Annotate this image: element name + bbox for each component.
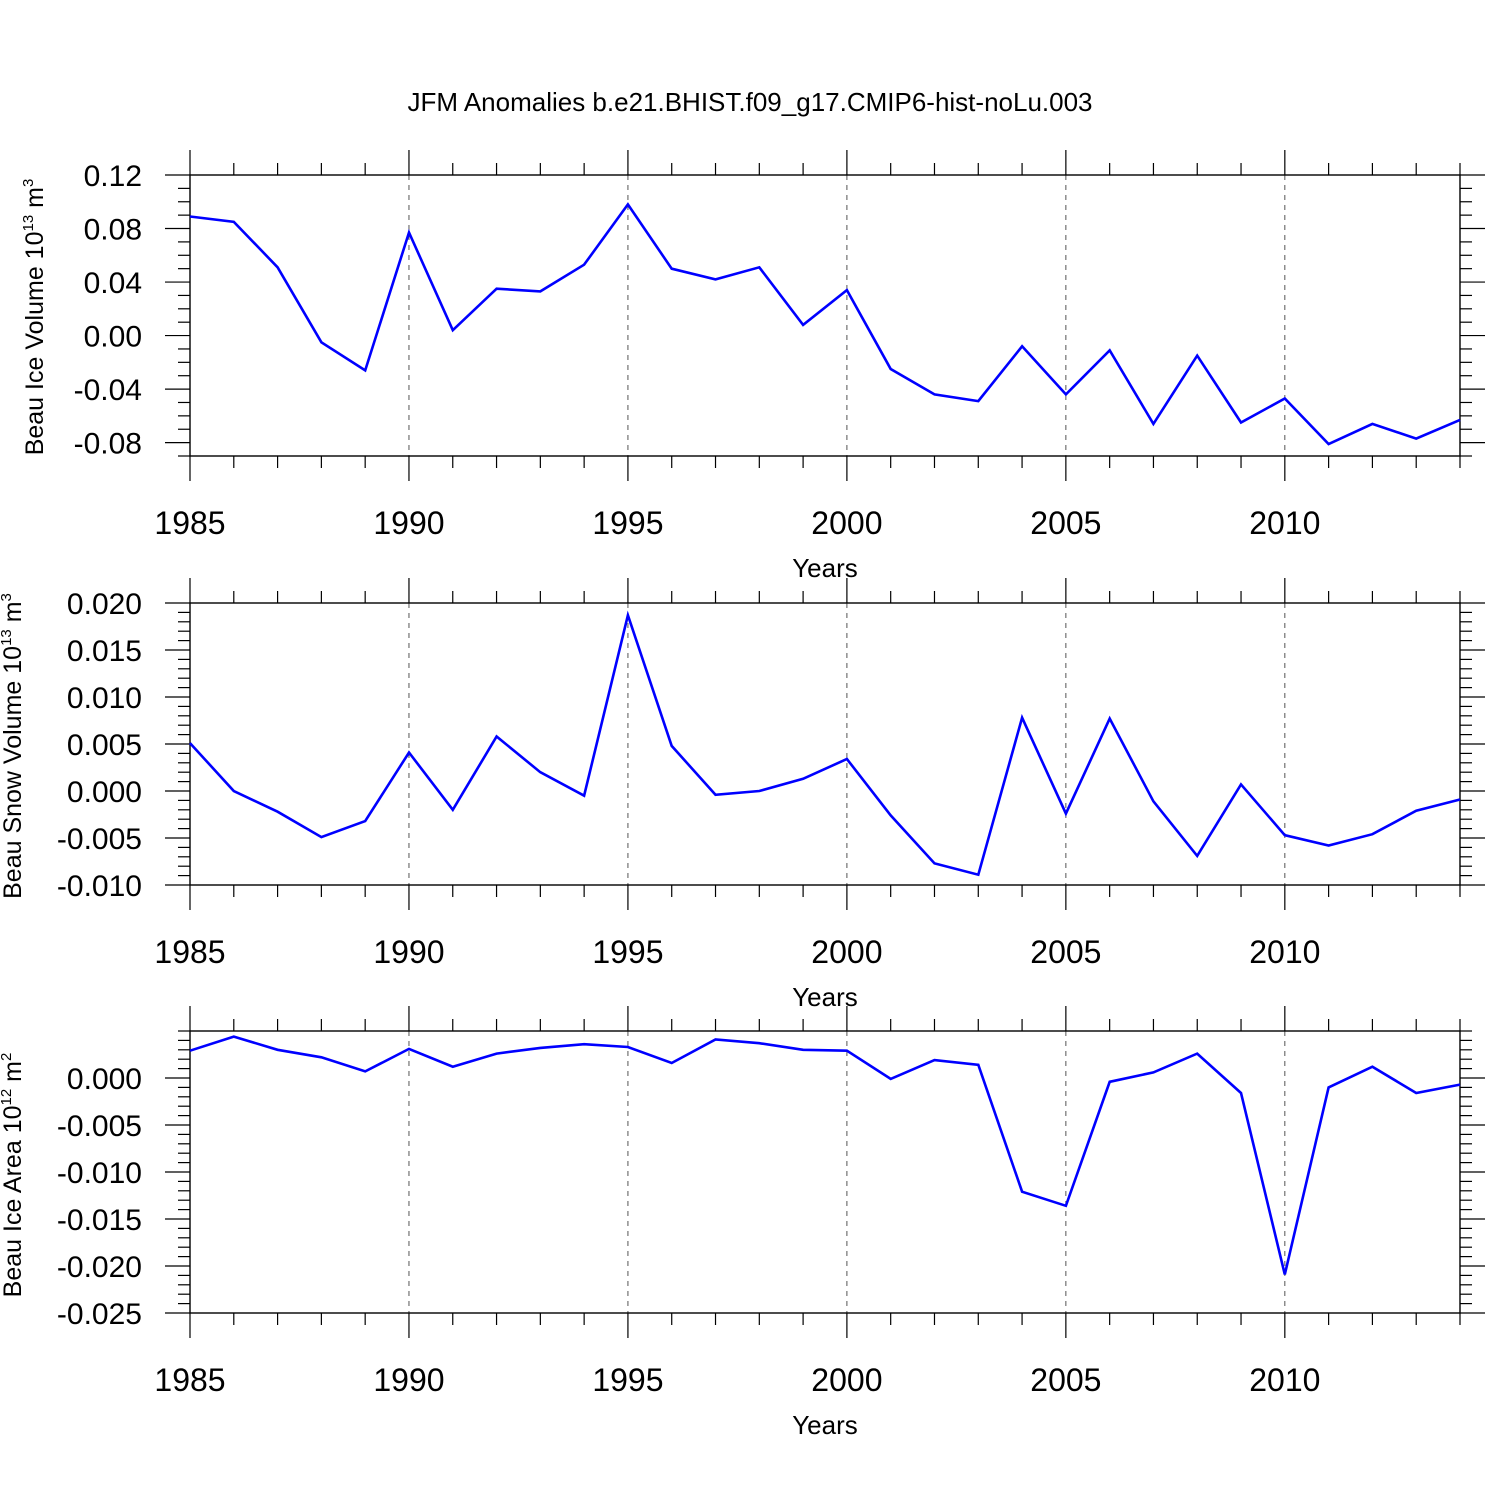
- ice-volume-panel: 0.12 0.08 0.04 0.00 -0.04 -0.08 1985 1990 1995 20…: [20, 150, 1485, 583]
- y-axis-label: Beau Ice Area 1012 m2: [0, 1053, 27, 1298]
- y-tick-label: -0.020: [57, 1251, 142, 1284]
- x-tick-label: 1990: [373, 1362, 444, 1398]
- x-tick-label: 2005: [1030, 1362, 1101, 1398]
- chart-title: JFM Anomalies b.e21.BHIST.f09_g17.CMIP6-…: [407, 87, 1092, 117]
- y-tick-label: 0.04: [84, 267, 142, 300]
- plot-frame: [189, 602, 1461, 886]
- y-tick-label: 0.010: [67, 682, 142, 715]
- y-tick-label: 0.020: [67, 588, 142, 621]
- y-axis-label: Beau Snow Volume 1013 m3: [0, 593, 27, 899]
- x-tick-label: 2010: [1249, 934, 1320, 970]
- x-axis-label: Years: [792, 553, 858, 583]
- chart-panels: 0.12 0.08 0.04 0.00 -0.04 -0.08 1985 1990 1995 20…: [0, 150, 1485, 1440]
- x-tick-label: 1985: [154, 505, 225, 541]
- y-tick-label: -0.015: [57, 1204, 142, 1237]
- ice-area-line: [189, 1035, 1461, 1275]
- y-tick-label: -0.005: [57, 1110, 142, 1143]
- x-tick-label: 2005: [1030, 505, 1101, 541]
- y-tick-label: -0.08: [74, 428, 142, 461]
- plot-frame: [189, 174, 1461, 457]
- y-tick-label: -0.025: [57, 1298, 142, 1331]
- x-tick-label: 2000: [811, 505, 882, 541]
- y-tick-label: 0.12: [84, 160, 142, 193]
- y-tick-label: 0.08: [84, 214, 142, 247]
- y-tick-label: 0.015: [67, 635, 142, 668]
- y-tick-label: 0.00: [84, 321, 142, 354]
- x-tick-label: 1990: [373, 934, 444, 970]
- x-tick-label: 1985: [154, 934, 225, 970]
- y-tick-label: 0.005: [67, 729, 142, 762]
- x-axis-label: Years: [792, 982, 858, 1012]
- x-tick-label: 2005: [1030, 934, 1101, 970]
- y-tick-label: -0.010: [57, 1157, 142, 1190]
- x-tick-label: 2000: [811, 1362, 882, 1398]
- x-tick-label: 2000: [811, 934, 882, 970]
- snow-volume-line: [189, 610, 1461, 877]
- y-tick-label: -0.010: [57, 870, 142, 903]
- x-tick-label: 1995: [592, 934, 663, 970]
- y-axis-label: Beau Ice Volume 1013 m3: [20, 179, 49, 456]
- x-tick-label: 1985: [154, 1362, 225, 1398]
- x-tick-label: 2010: [1249, 505, 1320, 541]
- x-tick-label: 1995: [592, 1362, 663, 1398]
- ice-volume-line: [189, 202, 1461, 446]
- x-tick-label: 1990: [373, 505, 444, 541]
- snow-volume-panel: 0.020 0.015 0.010 0.005 0.000 -0.005 -0.010 198…: [0, 578, 1485, 1012]
- plot-frame: [189, 1030, 1461, 1314]
- x-tick-label: 1995: [592, 505, 663, 541]
- ice-area-panel: 0.000 -0.005 -0.010 -0.015 -0.020 -0.025 1985 1…: [0, 1006, 1485, 1440]
- y-tick-label: -0.005: [57, 823, 142, 856]
- y-tick-label: 0.000: [67, 1063, 142, 1096]
- x-tick-label: 2010: [1249, 1362, 1320, 1398]
- x-axis-label: Years: [792, 1410, 858, 1440]
- y-tick-label: 0.000: [67, 776, 142, 809]
- y-tick-label: -0.04: [74, 374, 142, 407]
